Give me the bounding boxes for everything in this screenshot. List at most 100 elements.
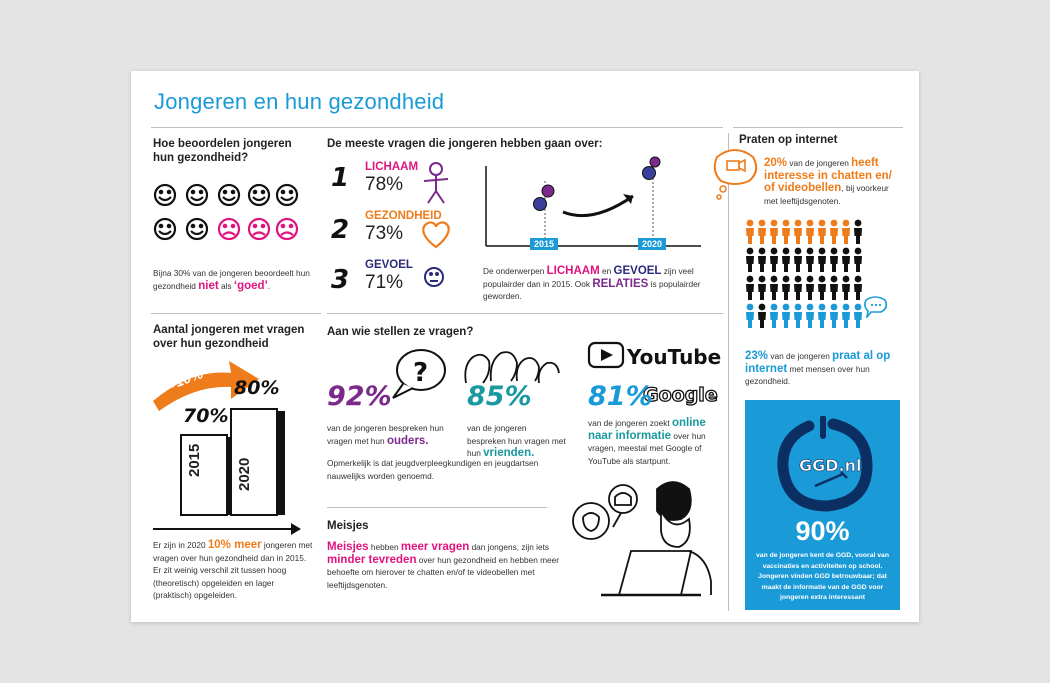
page-title: Jongeren en hun gezondheid xyxy=(154,89,445,114)
person-icon xyxy=(758,275,766,300)
rank-3-label: GEVOEL xyxy=(365,259,413,271)
beoordelen-text-pre: Bijna 30% van de jongeren beoordeelt hun… xyxy=(153,268,310,291)
meeste-section: De meeste vragen die jongeren hebben gaa… xyxy=(327,137,627,151)
meisjes-w3: minder tevreden xyxy=(327,553,417,566)
beoordelen-text: Bijna 30% van de jongeren beoordeelt hun… xyxy=(153,267,313,292)
person-icon xyxy=(830,219,838,244)
rank-2-number: 2 xyxy=(331,215,350,245)
person-icon xyxy=(782,275,790,300)
chat-bubble-icon xyxy=(713,149,758,200)
person-icon xyxy=(842,247,850,272)
rank-2-pct: 73% xyxy=(365,223,404,244)
meeste-desc-relaties: RELATIES xyxy=(592,277,649,290)
person-icon xyxy=(818,219,826,244)
online-text-pre: van de jongeren zoekt xyxy=(588,418,672,428)
syringe-icon xyxy=(814,472,844,488)
person-icon xyxy=(794,247,802,272)
internet-p2-hl: praat al op internet xyxy=(745,350,891,375)
pct-2015: 70% xyxy=(183,405,229,427)
person-icon xyxy=(794,275,802,300)
person-icon xyxy=(746,247,754,272)
person-icon xyxy=(770,247,778,272)
ouders-text-pre: van de jongeren bespreken hun vragen met… xyxy=(327,423,444,446)
wie-section: Aan wie stellen ze vragen? xyxy=(327,325,577,339)
section-divider-mid xyxy=(327,313,723,314)
person-icon xyxy=(854,247,862,272)
beoordelen-text-end: . xyxy=(267,280,271,291)
ggd-box: GGD.nl 90% van de jongeren kent de GGD, … xyxy=(745,400,900,610)
internet-section: Praten op internet xyxy=(739,133,837,147)
meeste-desc-gevoel: GEVOEL xyxy=(613,265,662,277)
beoordelen-heading: Hoe beoordelen jongeren hun gezondheid? xyxy=(153,138,292,164)
trend-year-2015: 2015 xyxy=(530,238,559,250)
sad-face-icon xyxy=(275,217,299,241)
beoordelen-section: Hoe beoordelen jongeren hun gezondheid? xyxy=(153,137,293,165)
smiley-face-icon xyxy=(247,183,271,207)
meisjes-t2: dan jongens, zijn iets xyxy=(469,542,550,552)
meisjes-heading: Meisjes xyxy=(327,520,369,532)
meisjes-divider xyxy=(327,507,547,508)
svg-text:?: ? xyxy=(413,358,428,388)
person-icon xyxy=(758,247,766,272)
section-divider-left xyxy=(151,313,321,314)
person-icon xyxy=(758,219,766,244)
smiley-face-icon xyxy=(185,183,209,207)
meeste-desc-en: en xyxy=(599,266,614,276)
pct-2020: 80% xyxy=(234,377,280,399)
ranking-icons xyxy=(422,162,450,287)
online-text: van de jongeren zoekt online naar inform… xyxy=(588,417,723,467)
meisjes-w1: Meisjes xyxy=(327,541,369,553)
aantal-text-end: jongeren met vragen over hun gezondheid … xyxy=(153,540,313,600)
person-icon xyxy=(758,303,766,328)
rank-1-label: LICHAAM xyxy=(365,161,419,173)
bar-2020-label: 2020 xyxy=(236,457,253,491)
people-grid xyxy=(746,219,862,328)
ouders-text: van de jongeren bespreken hun vragen met… xyxy=(327,422,447,447)
person-icon xyxy=(854,303,862,328)
question-bubble-icon: ? xyxy=(392,349,446,399)
person-icon xyxy=(806,303,814,328)
internet-heading: Praten op internet xyxy=(739,134,838,146)
laptop-girl-icon xyxy=(572,481,712,597)
trend-2020-markers xyxy=(642,156,661,180)
bar-2020 xyxy=(230,408,278,516)
person-icon xyxy=(842,303,850,328)
online-text-end: over hun vragen, meestal met Google of Y… xyxy=(588,430,706,466)
aantal-axis-arrow xyxy=(291,523,301,535)
ouders-text-hl: ouders. xyxy=(386,434,429,447)
beoordelen-goed: ‘goed’ xyxy=(233,279,268,292)
vrienden-text-pre: van de jongeren bespreken hun vragen met… xyxy=(467,423,566,458)
infographic-card: Jongeren en hun gezondheid Hoe beoordele… xyxy=(131,71,919,622)
person-icon xyxy=(806,275,814,300)
trend-arrow xyxy=(562,194,634,218)
title-divider-right xyxy=(733,127,903,128)
small-chat-bubble-icon xyxy=(864,296,888,318)
person-icon xyxy=(794,303,802,328)
person-icon xyxy=(854,275,862,300)
trend-year-2020: 2020 xyxy=(638,238,667,250)
google-logo-icon: Google xyxy=(643,384,718,406)
person-icon xyxy=(842,219,850,244)
meisjes-t3: over hun gezondheid en hebben meer behoe… xyxy=(327,554,560,590)
person-icon xyxy=(806,247,814,272)
growth-arrow xyxy=(153,361,259,411)
vrienden-pct: 85% xyxy=(467,381,532,412)
vrienden-text-hl: vrienden. xyxy=(483,447,535,459)
trend-chart xyxy=(485,156,701,247)
internet-p2-pct: 23% xyxy=(745,350,769,362)
person-icon xyxy=(842,275,850,300)
rank-1-number: 1 xyxy=(331,163,350,193)
wie-note: Opmerkelijk is dat jeugdverpleegkundigen… xyxy=(327,458,539,481)
aantal-text-hl: 10% meer xyxy=(207,539,262,551)
smiley-face-icon xyxy=(275,183,299,207)
meeste-heading: De meeste vragen die jongeren hebben gaa… xyxy=(327,138,603,150)
title-divider xyxy=(151,127,723,128)
rank-1-pct: 78% xyxy=(365,174,404,195)
beoordelen-text-mid: als xyxy=(218,280,234,291)
meisjes-w2: meer vragen xyxy=(400,541,470,553)
person-icon xyxy=(770,275,778,300)
trend-arrow-head xyxy=(623,194,633,204)
internet-p1-end: , bij voorkeur met leeftijdsgenoten. xyxy=(764,183,889,206)
sad-face-icon xyxy=(247,217,271,241)
person-icon xyxy=(830,247,838,272)
